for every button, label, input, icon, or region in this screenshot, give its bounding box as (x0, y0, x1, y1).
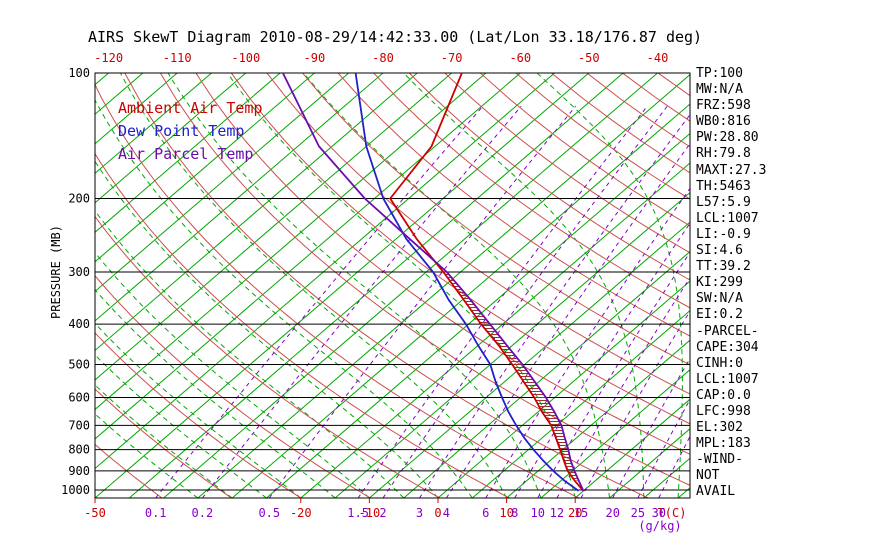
pressure-tick-label: 600 (68, 391, 90, 405)
pressure-tick-label: 700 (68, 418, 90, 432)
dewpoint-profile-line (354, 73, 580, 492)
stats-line: -PARCEL- (696, 323, 759, 339)
bottom-temp-label: -50 (84, 506, 106, 520)
mixing-ratio-lines (155, 105, 690, 498)
top-temp-label: -50 (578, 51, 600, 65)
mixing-ratio-label: 25 (631, 506, 645, 520)
bottom-temp-label: 20 (568, 506, 582, 520)
stats-line: L57:5.9 (696, 194, 751, 210)
pressure-gridlines (94, 72, 691, 499)
stats-line: EL:302 (696, 420, 743, 436)
top-temp-label: -40 (647, 51, 669, 65)
mixing-ratio-label: 3 (416, 506, 423, 520)
stats-line: SI:4.6 (696, 243, 743, 259)
bottom-temp-label: 0 (434, 506, 441, 520)
legend-item-air-parcel-temp: Air Parcel Temp (118, 145, 254, 163)
bottom-axis-labels: -50 -20 -10 0 10 20 T(C)0.1 0.2 0.5 1.5 2 3 4 6 8 10 12 1… (84, 498, 686, 533)
mixing-ratio-label: 6 (482, 506, 489, 520)
mixing-ratio-label: 0.2 (192, 506, 214, 520)
stats-line: MPL:183 (696, 436, 751, 452)
top-temp-label: -120 (94, 51, 123, 65)
legend: Ambient Air Temp Dew Point Temp Air Parc… (118, 97, 263, 166)
stats-line: CAP:0.0 (696, 387, 751, 403)
top-temp-label: -70 (441, 51, 463, 65)
stats-line: CAPE:304 (696, 339, 759, 355)
stats-line: LCL:1007 (696, 210, 759, 226)
pressure-tick-label: 400 (68, 317, 90, 331)
mixing-ratio-label: 4 (443, 506, 450, 520)
top-temp-label: -110 (163, 51, 192, 65)
pressure-tick-label: 200 (68, 192, 90, 206)
stats-line: TH:5463 (696, 178, 751, 194)
mixing-ratio-label: 12 (550, 506, 564, 520)
legend-item-dew-point-temp: Dew Point Temp (118, 122, 245, 140)
pressure-axis-title: PRESSURE (MB) (49, 225, 63, 319)
mixing-ratio-label: 15 (574, 506, 588, 520)
pressure-tick-label: 1000 (61, 483, 90, 497)
top-temp-axis-labels: -120 -110 -100 -90 -80 -70 -60 -50 -40 (94, 51, 668, 65)
stats-line: MW:N/A (696, 82, 743, 98)
mixing-ratio-label: 10 (530, 506, 544, 520)
pressure-tick-label: 800 (68, 443, 90, 457)
stats-line: TP:100 (696, 66, 743, 81)
stats-line: TT:39.2 (696, 259, 751, 275)
isotherm-lines (95, 73, 690, 498)
stats-line: LCL:1007 (696, 371, 759, 387)
mixing-ratio-label: 0.5 (258, 506, 280, 520)
top-temp-label: -60 (509, 51, 531, 65)
temp-axis-unit-label: T(C) (658, 506, 687, 520)
top-temp-label: -100 (231, 51, 260, 65)
pressure-tick-label: 300 (68, 265, 90, 279)
legend-item-ambient-air-temp: Ambient Air Temp (118, 99, 263, 117)
plot-border (94, 72, 691, 499)
stats-line: SW:N/A (696, 291, 743, 307)
bottom-temp-label: -20 (290, 506, 312, 520)
mixing-ratio-label: 8 (511, 506, 518, 520)
pressure-axis-labels: 100 200 300 400 500 600 700 800 900 1000 PRESSURE … (49, 66, 90, 497)
stats-line: MAXT:27.3 (696, 162, 767, 178)
temp-profile-line (389, 73, 585, 492)
stats-line: CINH:0 (696, 355, 743, 371)
dry-adiabat-lines (95, 73, 690, 498)
bottom-temp-label: -10 (359, 506, 381, 520)
chart-title: AIRS SkewT Diagram 2010-08-29/14:42:33.0… (88, 28, 703, 46)
stats-line: WB0:816 (696, 114, 751, 130)
bottom-temp-label: 10 (499, 506, 513, 520)
stats-line: KI:299 (696, 275, 743, 291)
stats-line: AVAIL (696, 484, 736, 500)
moist-adiabat-lines (95, 73, 683, 498)
stats-line: -WIND- (696, 452, 743, 468)
mixing-ratio-label: 30 (652, 506, 666, 520)
stats-line: NOT (696, 468, 720, 484)
stats-line: RH:79.8 (696, 146, 751, 162)
parcel-profile-line (282, 73, 585, 492)
stats-panel: TP:100 MW:N/A FRZ:598 WB0:816 PW:28.80 RH:79.… (696, 66, 766, 501)
stats-line: LI:-0.9 (696, 226, 751, 242)
mixing-ratio-label: 2 (379, 506, 386, 520)
mixing-ratio-label: 20 (605, 506, 619, 520)
mixing-ratio-unit-label: (g/kg) (638, 519, 681, 533)
stats-line: PW:28.80 (696, 130, 759, 146)
stats-line: LFC:998 (696, 403, 751, 419)
top-temp-label: -90 (304, 51, 326, 65)
stats-line: FRZ:598 (696, 98, 751, 114)
pressure-tick-label: 100 (68, 66, 90, 80)
stats-line: EI:0.2 (696, 307, 743, 323)
pressure-tick-label: 900 (68, 464, 90, 478)
mixing-ratio-label: 1.5 (347, 506, 369, 520)
pressure-tick-label: 500 (68, 358, 90, 372)
top-temp-label: -80 (372, 51, 394, 65)
mixing-ratio-label: 0.1 (145, 506, 167, 520)
